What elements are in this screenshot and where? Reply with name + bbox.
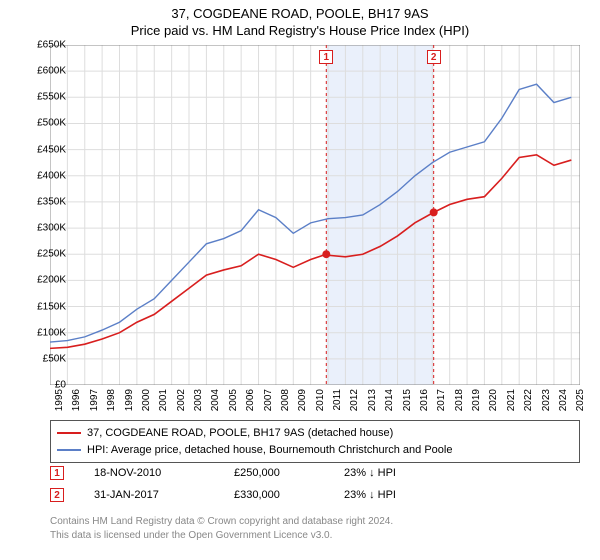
footer-line1: Contains HM Land Registry data © Crown c… bbox=[50, 515, 393, 529]
legend-item-red: 37, COGDEANE ROAD, POOLE, BH17 9AS (deta… bbox=[57, 425, 573, 442]
footer: Contains HM Land Registry data © Crown c… bbox=[50, 515, 393, 543]
x-tick-label: 2007 bbox=[263, 389, 274, 419]
info-row-2: 2 31-JAN-2017 £330,000 23% ↓ HPI bbox=[50, 484, 580, 506]
x-tick-label: 1995 bbox=[54, 389, 65, 419]
info-table: 1 18-NOV-2010 £250,000 23% ↓ HPI 2 31-JA… bbox=[50, 462, 580, 506]
x-tick-label: 2014 bbox=[384, 389, 395, 419]
legend-label-blue: HPI: Average price, detached house, Bour… bbox=[87, 442, 452, 459]
y-tick-label: £250K bbox=[26, 249, 66, 260]
y-tick-label: £650K bbox=[26, 40, 66, 51]
y-tick-label: £150K bbox=[26, 301, 66, 312]
x-tick-label: 2017 bbox=[436, 389, 447, 419]
x-tick-label: 2013 bbox=[367, 389, 378, 419]
chart-svg bbox=[50, 45, 580, 385]
x-tick-label: 2009 bbox=[297, 389, 308, 419]
y-tick-label: £350K bbox=[26, 196, 66, 207]
y-tick-label: £550K bbox=[26, 92, 66, 103]
title-sub: Price paid vs. HM Land Registry's House … bbox=[0, 23, 600, 38]
x-tick-label: 2002 bbox=[176, 389, 187, 419]
y-tick-label: £100K bbox=[26, 327, 66, 338]
x-tick-label: 2022 bbox=[523, 389, 534, 419]
x-tick-label: 2001 bbox=[158, 389, 169, 419]
x-tick-label: 2000 bbox=[141, 389, 152, 419]
legend-swatch-red bbox=[57, 432, 81, 434]
title-main: 37, COGDEANE ROAD, POOLE, BH17 9AS bbox=[0, 6, 600, 21]
legend-label-red: 37, COGDEANE ROAD, POOLE, BH17 9AS (deta… bbox=[87, 425, 393, 442]
x-tick-label: 1997 bbox=[89, 389, 100, 419]
x-tick-label: 2018 bbox=[454, 389, 465, 419]
x-tick-label: 2004 bbox=[210, 389, 221, 419]
x-tick-label: 2023 bbox=[541, 389, 552, 419]
y-tick-label: £500K bbox=[26, 118, 66, 129]
x-tick-label: 2021 bbox=[506, 389, 517, 419]
x-tick-label: 2019 bbox=[471, 389, 482, 419]
legend-item-blue: HPI: Average price, detached house, Bour… bbox=[57, 442, 573, 459]
title-block: 37, COGDEANE ROAD, POOLE, BH17 9AS Price… bbox=[0, 0, 600, 38]
x-tick-label: 2005 bbox=[228, 389, 239, 419]
x-tick-label: 2025 bbox=[575, 389, 586, 419]
chart bbox=[50, 45, 580, 385]
info-pct-2: 23% ↓ HPI bbox=[344, 489, 464, 501]
info-price-2: £330,000 bbox=[234, 489, 314, 501]
marker-box-1: 1 bbox=[50, 466, 64, 480]
x-tick-label: 1996 bbox=[71, 389, 82, 419]
x-tick-label: 2003 bbox=[193, 389, 204, 419]
y-tick-label: £450K bbox=[26, 144, 66, 155]
info-price-1: £250,000 bbox=[234, 467, 314, 479]
info-date-2: 31-JAN-2017 bbox=[94, 489, 204, 501]
x-tick-label: 1998 bbox=[106, 389, 117, 419]
x-tick-label: 2012 bbox=[349, 389, 360, 419]
y-tick-label: £600K bbox=[26, 66, 66, 77]
x-tick-label: 2015 bbox=[402, 389, 413, 419]
x-tick-label: 1999 bbox=[124, 389, 135, 419]
marker-box-2: 2 bbox=[50, 488, 64, 502]
y-tick-label: £200K bbox=[26, 275, 66, 286]
x-tick-label: 2010 bbox=[315, 389, 326, 419]
x-tick-label: 2024 bbox=[558, 389, 569, 419]
chart-annotation-2: 2 bbox=[427, 50, 441, 64]
x-tick-label: 2006 bbox=[245, 389, 256, 419]
y-tick-label: £50K bbox=[26, 353, 66, 364]
x-tick-label: 2016 bbox=[419, 389, 430, 419]
x-tick-label: 2011 bbox=[332, 389, 343, 419]
info-row-1: 1 18-NOV-2010 £250,000 23% ↓ HPI bbox=[50, 462, 580, 484]
y-tick-label: £400K bbox=[26, 170, 66, 181]
footer-line2: This data is licensed under the Open Gov… bbox=[50, 529, 393, 543]
legend-swatch-blue bbox=[57, 449, 81, 451]
x-tick-label: 2008 bbox=[280, 389, 291, 419]
info-date-1: 18-NOV-2010 bbox=[94, 467, 204, 479]
x-tick-label: 2020 bbox=[488, 389, 499, 419]
page: 37, COGDEANE ROAD, POOLE, BH17 9AS Price… bbox=[0, 0, 600, 560]
y-tick-label: £300K bbox=[26, 223, 66, 234]
info-pct-1: 23% ↓ HPI bbox=[344, 467, 464, 479]
chart-annotation-1: 1 bbox=[319, 50, 333, 64]
legend: 37, COGDEANE ROAD, POOLE, BH17 9AS (deta… bbox=[50, 420, 580, 463]
